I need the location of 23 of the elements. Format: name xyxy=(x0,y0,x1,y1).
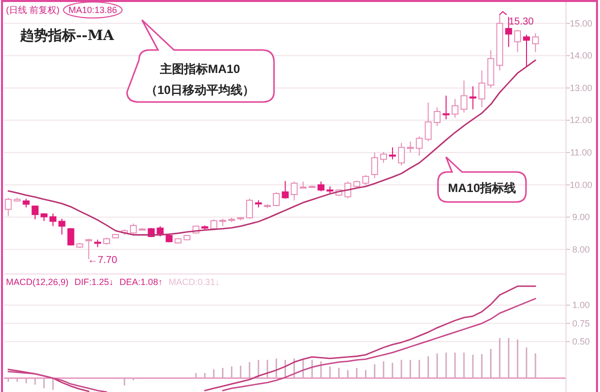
y-tick-label: 0.75 xyxy=(572,318,590,328)
annotation: MACD:0.31↓ xyxy=(168,277,220,287)
y-tick-label: 10.00 xyxy=(570,180,592,190)
annotation: （10日移动平均线） xyxy=(145,83,255,97)
annotation: 15.30 xyxy=(508,16,534,28)
y-tick-label: 8.00 xyxy=(572,244,590,254)
annotation: 主图指标MA10 xyxy=(158,62,240,76)
annotation: MA10指标线 xyxy=(448,181,516,195)
annotation: (日线 前复权) xyxy=(6,5,60,15)
annotation: DIF:1.25↓ xyxy=(74,277,114,287)
annotation: MA10:13.86 xyxy=(68,5,118,15)
y-tick-label: 15.00 xyxy=(570,18,592,28)
annotation: DEA:1.08↑ xyxy=(120,277,163,287)
text: 趋势指标--MA xyxy=(19,28,116,44)
y-tick-label: 12.00 xyxy=(570,115,592,126)
y-tick-label: 9.00 xyxy=(572,212,590,222)
y-tick-label: 0.50 xyxy=(572,336,590,347)
y-tick-label: 11.00 xyxy=(570,148,592,158)
y-tick-label: 1.00 xyxy=(572,300,590,310)
y-tick-label: 14.00 xyxy=(570,50,592,61)
y-tick-label: 13.00 xyxy=(570,82,592,93)
annotation: ←7.70 xyxy=(88,255,118,266)
annotation: MACD(12,26,9) xyxy=(6,277,69,287)
